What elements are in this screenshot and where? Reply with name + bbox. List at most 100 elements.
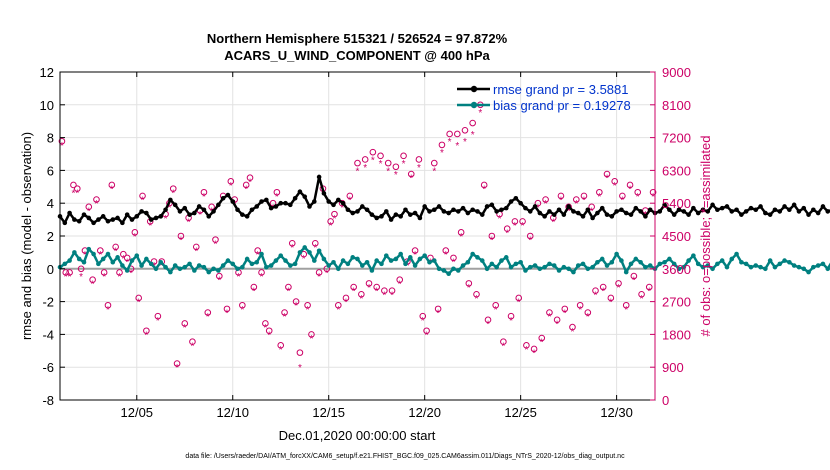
assimilated-point: * — [229, 181, 233, 192]
y2-tick-label: 3600 — [662, 262, 691, 277]
bias-point — [307, 250, 312, 255]
assimilated-point: * — [405, 261, 409, 272]
bias-point — [81, 259, 87, 265]
rmse-point — [436, 204, 442, 209]
possible-point — [58, 137, 66, 145]
assimilated-point: * — [471, 130, 475, 141]
assimilated-point: * — [597, 192, 601, 203]
bias-point — [278, 253, 284, 258]
rmse-point — [388, 217, 394, 222]
rmse-point — [609, 214, 615, 219]
assimilated-point: * — [590, 206, 594, 217]
bias-point — [288, 263, 293, 268]
assimilated-point: * — [524, 345, 528, 356]
assimilated-point: * — [179, 236, 183, 247]
rmse-point — [264, 197, 269, 203]
bias-point — [532, 263, 538, 268]
possible-point — [492, 301, 499, 309]
bias-point — [710, 266, 715, 272]
y2-tick-label: 5400 — [662, 196, 691, 211]
assimilated-point: * — [171, 188, 175, 199]
bias-point — [455, 268, 461, 273]
y-tick-label: 12 — [40, 65, 54, 80]
assimilated-point: * — [118, 272, 122, 283]
possible-point — [573, 196, 580, 203]
rmse-point — [614, 209, 619, 214]
assimilated-point: * — [636, 192, 640, 203]
assimilated-point: * — [509, 316, 513, 327]
assimilated-point: * — [110, 185, 114, 196]
bias-point — [374, 258, 379, 263]
assimilated-point: * — [164, 214, 168, 225]
assimilated-point: * — [620, 196, 624, 207]
rmse-point — [254, 204, 260, 209]
rmse-point — [153, 215, 159, 221]
bias-point — [518, 259, 523, 265]
legend-bias-marker — [470, 101, 478, 109]
rmse-point — [710, 202, 715, 208]
rmse-point — [115, 215, 120, 221]
bias-point — [705, 263, 711, 268]
assimilated-point: * — [628, 185, 632, 196]
possible-point — [361, 156, 369, 163]
bias-point — [820, 261, 826, 267]
rmse-point — [240, 212, 245, 217]
assimilated-point: * — [183, 323, 187, 334]
rmse-point — [782, 204, 787, 209]
bias-point — [489, 261, 495, 267]
rmse-point — [503, 205, 509, 211]
possible-point — [519, 218, 526, 225]
bias-point — [259, 251, 264, 257]
assimilated-point: * — [417, 163, 421, 174]
bias-point — [609, 259, 615, 265]
bias-point — [446, 271, 451, 277]
assimilated-point: * — [225, 309, 229, 320]
rmse-point — [273, 204, 279, 209]
rmse-point — [532, 204, 538, 209]
y-axis-left-label: rmse and bias (model - observation) — [19, 132, 34, 340]
possible-point — [381, 287, 388, 294]
y2-tick-label: 1800 — [662, 327, 691, 342]
rmse-point — [316, 174, 322, 180]
bias-point — [719, 258, 725, 263]
y-tick-label: -4 — [42, 327, 54, 342]
chart-title-line1: Northern Hemisphere 515321 / 526524 = 97… — [207, 31, 508, 46]
assimilated-point: * — [421, 316, 425, 327]
assimilated-point: * — [647, 287, 651, 298]
rmse-point — [283, 200, 288, 206]
bias-line — [59, 246, 830, 275]
legend-rmse-label: rmse grand pr = 3.5881 — [493, 82, 629, 97]
rmse-point — [700, 207, 706, 213]
possible-point — [457, 229, 465, 236]
bias-point — [144, 256, 149, 262]
possible-point — [108, 181, 116, 189]
bias-point — [796, 264, 802, 270]
assimilated-point: * — [486, 319, 490, 330]
rmse-point — [691, 205, 696, 211]
rmse-point — [796, 209, 802, 214]
assimilated-point: * — [275, 192, 279, 203]
assimilated-point: * — [359, 294, 363, 305]
possible-point — [599, 283, 607, 291]
rmse-point — [681, 209, 687, 214]
rmse-point — [561, 212, 567, 217]
assimilated-point: * — [160, 261, 164, 272]
legend-bias-label: bias grand pr = 0.19278 — [493, 98, 631, 113]
possible-point — [77, 265, 85, 273]
assimilated-point: * — [563, 309, 567, 320]
bias-point — [283, 258, 288, 263]
possible-point — [365, 280, 373, 287]
assimilated-point: * — [371, 155, 375, 166]
rmse-point — [547, 209, 552, 214]
bias-point — [427, 259, 432, 265]
rmse-point — [86, 215, 92, 221]
assimilated-point: * — [352, 287, 356, 298]
footer-data-file: data file: /Users/raeder/DAI/ATM_forcXX/… — [185, 453, 625, 460]
bias-point — [398, 251, 403, 257]
bias-point — [811, 264, 816, 270]
possible-point — [392, 163, 400, 171]
bias-point — [379, 261, 384, 267]
rmse-point — [460, 205, 466, 211]
possible-point — [154, 312, 162, 320]
possible-point — [611, 178, 618, 185]
